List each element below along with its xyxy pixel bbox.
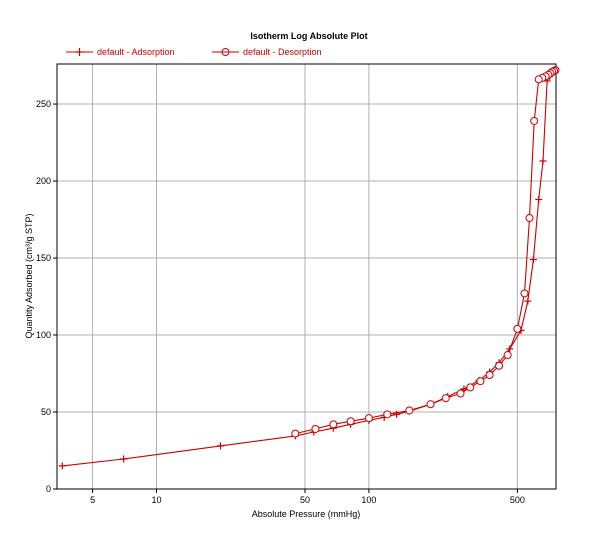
data-point bbox=[520, 289, 529, 298]
data-point bbox=[456, 389, 465, 398]
x-axis-label: Absolute Pressure (mmHg) bbox=[252, 509, 361, 519]
series-layer bbox=[58, 66, 560, 470]
y-axis-label: Quantity Adsorbed (cm³/g STP) bbox=[24, 213, 34, 338]
data-point bbox=[503, 351, 512, 360]
gridlines bbox=[57, 64, 556, 489]
y-tick-label: 150 bbox=[36, 253, 51, 263]
data-point bbox=[405, 406, 414, 415]
data-point bbox=[216, 442, 224, 450]
data-point bbox=[383, 410, 392, 419]
data-point bbox=[311, 424, 320, 433]
y-tick-label: 200 bbox=[36, 176, 51, 186]
series-line bbox=[62, 69, 556, 467]
series-desorption bbox=[291, 66, 560, 438]
data-point bbox=[534, 75, 543, 84]
y-tick-label: 250 bbox=[36, 99, 51, 109]
data-point bbox=[529, 256, 537, 264]
legend-item-adsorption: default - Adsorption bbox=[66, 47, 175, 57]
data-point bbox=[495, 361, 504, 370]
chart-title: Isotherm Log Absolute Plot bbox=[250, 31, 367, 41]
series-line bbox=[295, 69, 556, 435]
y-axis: 0 50 100 150 200 250 bbox=[36, 99, 57, 494]
data-point bbox=[476, 377, 485, 386]
y-tick-label: 100 bbox=[36, 330, 51, 340]
data-point bbox=[364, 414, 373, 423]
data-point bbox=[291, 429, 300, 438]
data-point bbox=[120, 455, 128, 463]
legend-item-desorption: default - Desorption bbox=[212, 47, 322, 57]
x-tick-label: 10 bbox=[152, 495, 162, 505]
data-point bbox=[524, 297, 532, 305]
data-point bbox=[539, 157, 547, 165]
x-tick-label: 5 bbox=[90, 495, 95, 505]
data-point bbox=[525, 213, 534, 222]
series-adsorption bbox=[58, 66, 559, 470]
legend-label-adsorption: default - Adsorption bbox=[97, 47, 175, 57]
x-tick-label: 100 bbox=[361, 495, 376, 505]
data-point bbox=[58, 462, 66, 470]
x-tick-label: 50 bbox=[300, 495, 310, 505]
data-point bbox=[530, 116, 539, 125]
data-point bbox=[346, 417, 355, 426]
data-point bbox=[393, 410, 401, 418]
data-point bbox=[329, 420, 338, 429]
data-point bbox=[466, 383, 475, 392]
data-point bbox=[535, 196, 543, 204]
x-tick-label: 500 bbox=[510, 495, 525, 505]
legend-label-desorption: default - Desorption bbox=[243, 47, 322, 57]
data-point bbox=[513, 324, 522, 333]
y-tick-label: 50 bbox=[41, 407, 51, 417]
data-point bbox=[441, 394, 450, 403]
data-point bbox=[426, 400, 435, 409]
legend: default - Adsorption default - Desorptio… bbox=[66, 47, 322, 57]
x-axis: 5 10 50 100 500 bbox=[90, 489, 525, 505]
data-point bbox=[485, 371, 494, 380]
y-tick-label: 0 bbox=[46, 484, 51, 494]
plot-frame bbox=[56, 63, 557, 490]
